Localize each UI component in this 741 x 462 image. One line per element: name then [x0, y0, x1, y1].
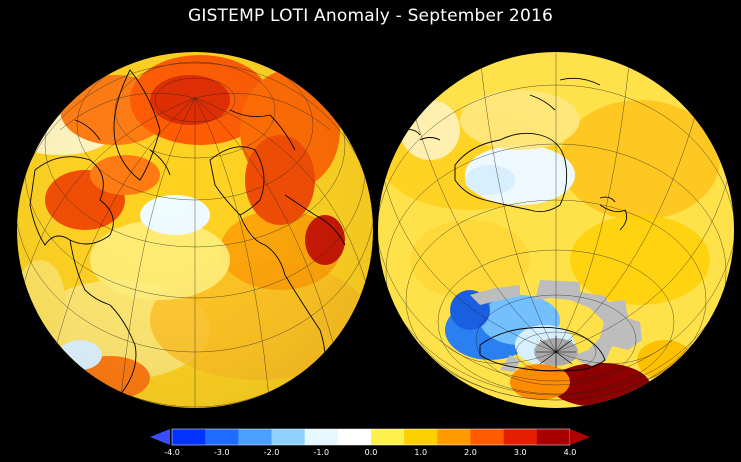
colorbar-segment — [371, 429, 405, 445]
colorbar-segment — [437, 429, 471, 445]
colorbar-tick-label: -1.0 — [313, 448, 330, 457]
colorbar-tick-label: 0.0 — [364, 448, 378, 457]
southern-coastlines — [404, 77, 628, 372]
colorbar-tick-label: -2.0 — [263, 448, 280, 457]
colorbar-segment — [536, 429, 571, 445]
colorbar-tick-label: -3.0 — [213, 448, 230, 457]
colorbar-segment — [470, 429, 505, 445]
colorbar — [150, 428, 590, 446]
colorbar-segment — [337, 429, 372, 445]
colorbar-segment — [503, 429, 538, 445]
southern-globe — [378, 52, 734, 408]
south-pole-marker — [536, 336, 576, 368]
colorbar-segments — [172, 429, 571, 445]
colorbar-over-arrow — [570, 429, 590, 445]
colorbar-segment — [304, 429, 339, 445]
northern-globe — [17, 52, 373, 408]
colorbar-segment — [172, 429, 206, 445]
map-title: GISTEMP LOTI Anomaly - September 2016 — [187, 6, 553, 26]
southern-anomaly-field — [380, 90, 720, 407]
colorbar-segment — [271, 429, 306, 445]
colorbar-tick-label: 1.0 — [414, 448, 428, 457]
colorbar-tick-label: -4.0 — [164, 448, 180, 457]
colorbar-segment — [205, 429, 239, 445]
colorbar-tick-label: 3.0 — [513, 448, 527, 457]
colorbar-tick-label: 2.0 — [464, 448, 477, 457]
colorbar-segment — [404, 429, 438, 445]
southern-graticule — [378, 52, 734, 401]
colorbar-segment — [238, 429, 272, 445]
colorbar-under-arrow — [150, 429, 170, 445]
colorbar-tick-label: 4.0 — [563, 448, 577, 457]
